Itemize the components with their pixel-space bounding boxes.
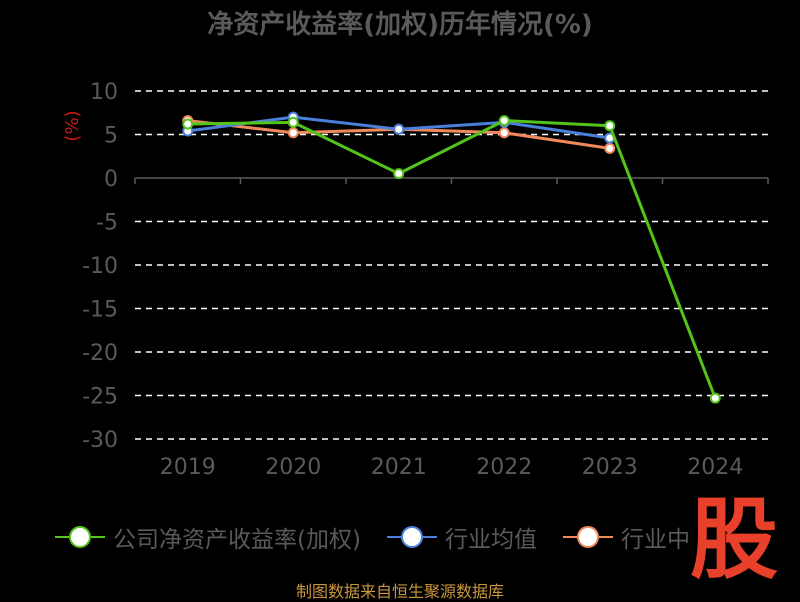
chart-legend: 公司净资产收益率(加权) 行业均值 行业中 — [55, 520, 716, 554]
x-tick-label: 2019 — [160, 455, 216, 480]
legend-item-industry-median[interactable]: 行业中 — [562, 520, 690, 554]
legend-label: 行业均值 — [444, 527, 537, 553]
x-tick-label: 2020 — [265, 455, 321, 480]
x-tick-label: 2021 — [371, 455, 427, 480]
brand-logo: 股 — [690, 488, 779, 591]
chart-title: 净资产收益率(加权)历年情况(%) — [207, 10, 593, 40]
data-point — [604, 120, 616, 132]
y-tick-label: -25 — [82, 385, 118, 410]
series-line — [187, 119, 717, 399]
legend-item-company-roe[interactable]: 公司净资产收益率(加权) — [55, 520, 361, 554]
data-point — [498, 127, 510, 139]
data-point — [182, 118, 194, 130]
x-tick-label: 2023 — [582, 455, 638, 480]
data-point — [604, 142, 616, 154]
legend-marker-icon — [386, 526, 437, 548]
data-point — [287, 127, 299, 139]
legend-label: 行业中 — [620, 527, 690, 553]
y-tick-label: 0 — [104, 167, 118, 192]
legend-label: 公司净资产收益率(加权) — [113, 527, 361, 553]
legend-item-industry-mean[interactable]: 行业均值 — [386, 520, 537, 554]
y-tick-label: -10 — [82, 254, 118, 279]
data-point — [287, 116, 299, 128]
y-tick-label: -20 — [82, 341, 118, 366]
y-tick-label: -15 — [82, 298, 118, 323]
data-point — [393, 168, 405, 180]
data-source-note: 制图数据来自恒生聚源数据库 — [295, 582, 504, 601]
legend-marker-icon — [562, 526, 613, 548]
data-point — [709, 392, 721, 404]
x-tick-label: 2024 — [687, 455, 743, 480]
y-tick-label: -30 — [82, 428, 118, 453]
y-tick-label: 10 — [90, 80, 118, 105]
data-point — [498, 115, 510, 127]
y-axis-label: (%) — [62, 110, 83, 141]
data-point — [393, 123, 405, 135]
y-tick-label: 5 — [104, 124, 118, 149]
y-tick-label: -5 — [96, 211, 118, 236]
x-tick-label: 2022 — [476, 455, 532, 480]
legend-marker-icon — [55, 526, 105, 548]
